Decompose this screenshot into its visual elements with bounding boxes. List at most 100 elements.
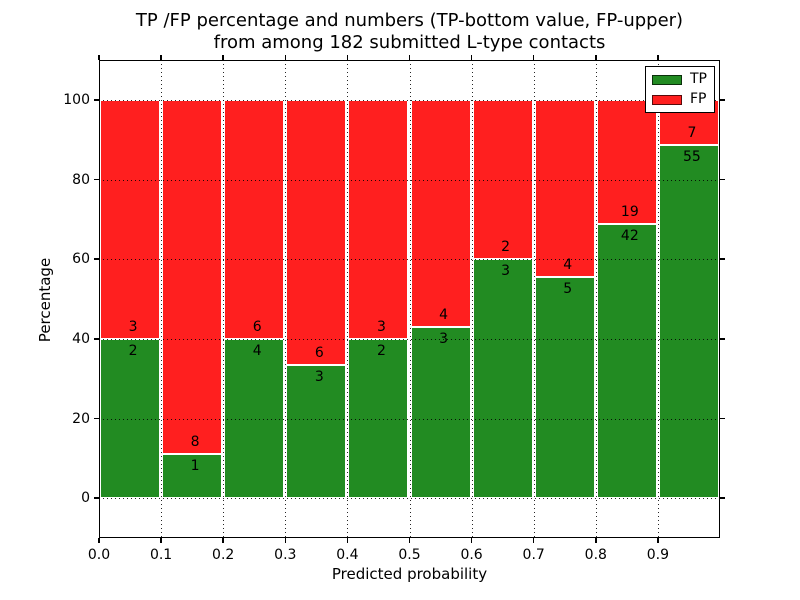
- y-tick-right: [720, 178, 725, 181]
- bar-value-label-tp: 42: [620, 227, 639, 244]
- bar-fp: [100, 99, 161, 339]
- x-tick-top: [470, 55, 473, 60]
- bar-tp: [658, 144, 719, 499]
- bar-value-label-fp: 6: [314, 345, 324, 362]
- bar-value-label-fp: 8: [190, 433, 200, 450]
- x-tick-label: 0.6: [460, 547, 483, 563]
- gridline-vertical: [161, 60, 163, 538]
- bar-value-label-fp: 2: [501, 239, 511, 256]
- x-tick-bottom: [532, 538, 535, 543]
- x-tick-label: 0.5: [398, 547, 421, 563]
- gridline-vertical: [223, 60, 225, 538]
- bar-value-label-tp: 3: [439, 331, 448, 348]
- bar-value-label-tp: 55: [683, 148, 701, 165]
- bar-tp: [162, 453, 223, 499]
- x-tick-label: 0.8: [584, 547, 607, 563]
- gridline-vertical: [657, 60, 659, 538]
- x-tick-bottom: [98, 538, 100, 543]
- x-tick-bottom: [595, 538, 597, 543]
- bar-tp: [286, 365, 347, 499]
- bar-value-label-tp: 3: [314, 369, 324, 386]
- bar-tp: [100, 338, 161, 499]
- x-tick-label: 0.3: [274, 547, 297, 563]
- bar-tp: [224, 338, 285, 499]
- bar-fp: [286, 99, 347, 366]
- y-tick-right: [720, 417, 725, 420]
- x-tick-top: [284, 55, 287, 60]
- x-tick-label: 0.2: [212, 547, 235, 563]
- bar-tp: [596, 223, 657, 499]
- bar-value-label-fp: 7: [687, 124, 697, 141]
- bar-value-label-fp: 4: [439, 307, 448, 324]
- x-tick-label: 0.9: [646, 547, 670, 563]
- legend-label-fp: FP: [690, 91, 707, 107]
- bar-value-label-tp: 1: [190, 457, 200, 474]
- gridline-vertical: [595, 60, 597, 538]
- y-tick-left: [94, 258, 99, 260]
- x-tick-bottom: [160, 538, 162, 543]
- gridline-vertical: [533, 60, 535, 538]
- bar-value-label-tp: 3: [501, 263, 511, 280]
- gridline-vertical: [285, 60, 287, 538]
- bar-tp: [534, 276, 595, 499]
- bar-value-label-tp: 4: [252, 342, 262, 359]
- bar-value-label-fp: 19: [620, 203, 639, 220]
- bar-fp: [410, 99, 471, 328]
- x-tick-top: [160, 55, 162, 60]
- y-tick-right: [720, 258, 725, 260]
- y-tick-left: [94, 338, 99, 340]
- x-tick-bottom: [284, 538, 287, 543]
- x-tick-label: 0.1: [149, 547, 173, 563]
- x-tick-top: [595, 55, 597, 60]
- y-tick-left: [94, 99, 99, 101]
- gridline-vertical: [471, 60, 473, 538]
- bar-value-label-fp: 3: [128, 318, 138, 335]
- x-tick-bottom: [408, 538, 411, 543]
- legend-label-tp: TP: [690, 71, 707, 87]
- gridline-vertical: [347, 60, 349, 538]
- chart-title-line2: from among 182 submitted L-type contacts: [213, 32, 606, 53]
- bar-tp: [410, 327, 471, 499]
- bar-fp: [534, 99, 595, 277]
- y-tick-right: [720, 338, 725, 340]
- x-axis-label: Predicted probability: [331, 565, 488, 583]
- bar-value-label-tp: 2: [128, 342, 138, 359]
- chart-title-line1: TP /FP percentage and numbers (TP-bottom…: [135, 10, 684, 31]
- y-tick-right: [720, 99, 725, 101]
- x-tick-label: 0.7: [522, 547, 545, 563]
- legend-swatch-tp: [652, 74, 682, 85]
- bar-fp: [472, 99, 533, 260]
- bar-value-label-fp: 6: [252, 318, 262, 335]
- x-tick-label: 0.0: [87, 547, 111, 563]
- y-tick-left: [94, 497, 99, 499]
- legend-item-tp: TP: [646, 72, 714, 87]
- y-tick-right: [720, 497, 725, 499]
- y-tick-left: [94, 178, 99, 181]
- legend: TP FP: [645, 66, 715, 113]
- bar-tp: [348, 338, 409, 499]
- x-tick-top: [657, 55, 659, 60]
- x-tick-bottom: [346, 538, 349, 543]
- y-tick-label: 40: [72, 330, 90, 347]
- bar-value-label-fp: 4: [563, 256, 573, 273]
- x-tick-top: [98, 55, 100, 60]
- y-tick-label: 60: [72, 251, 90, 268]
- gridline-vertical: [409, 60, 411, 538]
- bar-fp: [596, 99, 657, 224]
- bar-fp: [224, 99, 285, 339]
- x-tick-label: 0.4: [336, 547, 359, 563]
- x-tick-bottom: [470, 538, 473, 543]
- legend-swatch-fp: [652, 94, 682, 105]
- bar-value-label-fp: 3: [376, 318, 386, 335]
- y-tick-label: 100: [63, 91, 90, 108]
- bar-tp: [472, 259, 533, 499]
- y-tick-label: 80: [72, 171, 90, 188]
- x-tick-top: [408, 55, 411, 60]
- x-tick-top: [532, 55, 535, 60]
- legend-item-fp: FP: [646, 92, 714, 107]
- x-tick-bottom: [222, 538, 224, 543]
- y-tick-left: [94, 417, 99, 420]
- bar-fp: [348, 99, 409, 339]
